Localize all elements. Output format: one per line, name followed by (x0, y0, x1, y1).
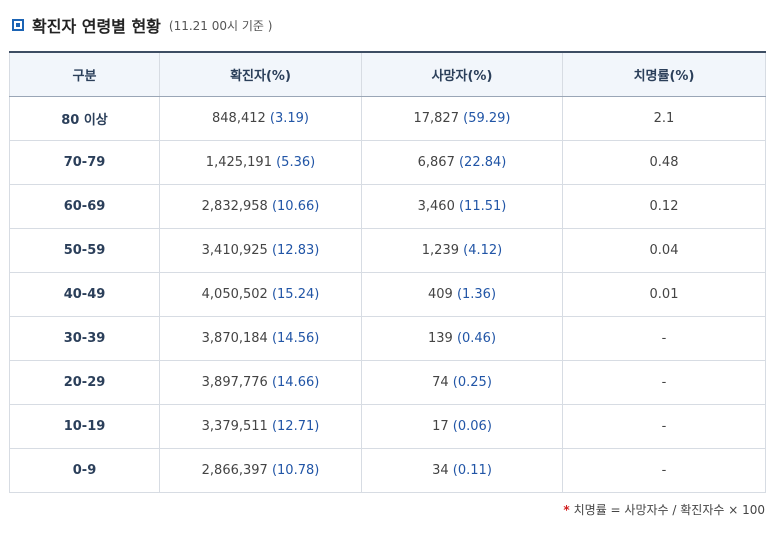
deaths-value: 3,460 (417, 199, 455, 214)
cases-value: 2,866,397 (201, 463, 268, 478)
table-row: 20-29 3,897,776 (14.66) 74 (0.25) - (9, 360, 766, 405)
deaths-value: 17,827 (413, 111, 459, 126)
deaths-cell: 17,827 (59.29) (361, 96, 563, 141)
deaths-cell: 409 (1.36) (361, 272, 563, 317)
cases-cell: 3,897,776 (14.66) (159, 360, 362, 405)
age-group-cell: 10-19 (9, 404, 160, 449)
fatality-rate-cell: - (562, 448, 766, 493)
footnote-text: 치명률 = 사망자수 / 확진자수 × 100 (573, 503, 765, 517)
cases-cell: 2,866,397 (10.78) (159, 448, 362, 493)
deaths-percent: (0.25) (452, 375, 492, 390)
cases-value: 4,050,502 (201, 287, 268, 302)
section-title: 확진자 연령별 현황 (32, 17, 161, 36)
cases-percent: (15.24) (271, 287, 320, 302)
fatality-rate-cell: - (562, 316, 766, 361)
fatality-rate-cell: 2.1 (562, 96, 766, 141)
table-row: 70-79 1,425,191 (5.36) 6,867 (22.84) 0.48 (9, 140, 766, 185)
table-row: 10-19 3,379,511 (12.71) 17 (0.06) - (9, 404, 766, 449)
cases-value: 848,412 (212, 111, 266, 126)
cases-value: 2,832,958 (201, 199, 268, 214)
cases-percent: (10.66) (271, 199, 320, 214)
deaths-cell: 34 (0.11) (361, 448, 563, 493)
cases-percent: (5.36) (276, 155, 316, 170)
age-group-cell: 80 이상 (9, 96, 160, 141)
cases-cell: 4,050,502 (15.24) (159, 272, 362, 317)
cases-cell: 3,379,511 (12.71) (159, 404, 362, 449)
footnote: * 치명률 = 사망자수 / 확진자수 × 100 (563, 501, 765, 518)
table-row: 40-49 4,050,502 (15.24) 409 (1.36) 0.01 (9, 272, 766, 317)
deaths-percent: (22.84) (458, 155, 507, 170)
deaths-percent: (59.29) (463, 111, 511, 126)
cases-cell: 1,425,191 (5.36) (159, 140, 362, 185)
fatality-rate-cell: - (562, 360, 766, 405)
table-row: 80 이상 848,412 (3.19) 17,827 (59.29) 2.1 (9, 96, 766, 141)
cases-percent: (12.71) (271, 419, 320, 434)
deaths-cell: 3,460 (11.51) (361, 184, 563, 229)
deaths-cell: 6,867 (22.84) (361, 140, 563, 185)
deaths-value: 74 (432, 375, 449, 390)
footnote-marker: * (563, 503, 570, 517)
deaths-value: 139 (427, 331, 453, 346)
cases-cell: 3,870,184 (14.56) (159, 316, 362, 361)
deaths-value: 6,867 (417, 155, 455, 170)
deaths-cell: 17 (0.06) (361, 404, 563, 449)
section-subtitle: (11.21 00시 기준 ) (168, 18, 273, 33)
cases-percent: (10.78) (271, 463, 320, 478)
cases-cell: 2,832,958 (10.66) (159, 184, 362, 229)
column-header-category: 구분 (9, 51, 160, 97)
age-group-cell: 0-9 (9, 448, 160, 493)
deaths-value: 34 (432, 463, 449, 478)
table-row: 50-59 3,410,925 (12.83) 1,239 (4.12) 0.04 (9, 228, 766, 273)
column-header-deaths: 사망자(%) (361, 51, 563, 97)
deaths-percent: (0.46) (456, 331, 497, 346)
cases-percent: (14.66) (271, 375, 320, 390)
section-header: 확진자 연령별 현황 (11.21 00시 기준 ) (12, 14, 272, 36)
fatality-rate-cell: 0.12 (562, 184, 766, 229)
deaths-value: 409 (427, 287, 453, 302)
fatality-rate-cell: 0.04 (562, 228, 766, 273)
cases-value: 3,870,184 (201, 331, 268, 346)
age-cases-table: 구분 확진자(%) 사망자(%) 치명률(%) 80 이상 848,412 (3.… (9, 51, 766, 493)
table-row: 30-39 3,870,184 (14.56) 139 (0.46) - (9, 316, 766, 361)
deaths-cell: 74 (0.25) (361, 360, 563, 405)
cases-value: 1,425,191 (205, 155, 272, 170)
deaths-value: 17 (432, 419, 449, 434)
deaths-cell: 1,239 (4.12) (361, 228, 563, 273)
fatality-rate-cell: - (562, 404, 766, 449)
deaths-cell: 139 (0.46) (361, 316, 563, 361)
cases-value: 3,379,511 (201, 419, 268, 434)
age-group-cell: 70-79 (9, 140, 160, 185)
deaths-percent: (0.06) (452, 419, 492, 434)
deaths-percent: (0.11) (452, 463, 492, 478)
square-bullet-icon (12, 19, 24, 31)
fatality-rate-cell: 0.01 (562, 272, 766, 317)
table-header-row: 구분 확진자(%) 사망자(%) 치명률(%) (9, 51, 766, 97)
age-group-cell: 60-69 (9, 184, 160, 229)
cases-value: 3,897,776 (201, 375, 268, 390)
age-group-cell: 40-49 (9, 272, 160, 317)
deaths-percent: (4.12) (463, 243, 503, 258)
table-row: 0-9 2,866,397 (10.78) 34 (0.11) - (9, 448, 766, 493)
column-header-fatality-rate: 치명률(%) (562, 51, 766, 97)
deaths-percent: (1.36) (456, 287, 497, 302)
age-group-cell: 50-59 (9, 228, 160, 273)
cases-percent: (14.56) (271, 331, 320, 346)
column-header-cases: 확진자(%) (159, 51, 362, 97)
fatality-rate-cell: 0.48 (562, 140, 766, 185)
age-group-cell: 30-39 (9, 316, 160, 361)
deaths-percent: (11.51) (458, 199, 507, 214)
cases-cell: 3,410,925 (12.83) (159, 228, 362, 273)
cases-cell: 848,412 (3.19) (159, 96, 362, 141)
cases-percent: (3.19) (269, 111, 309, 126)
cases-percent: (12.83) (271, 243, 320, 258)
table-row: 60-69 2,832,958 (10.66) 3,460 (11.51) 0.12 (9, 184, 766, 229)
cases-value: 3,410,925 (201, 243, 268, 258)
age-group-cell: 20-29 (9, 360, 160, 405)
deaths-value: 1,239 (421, 243, 459, 258)
